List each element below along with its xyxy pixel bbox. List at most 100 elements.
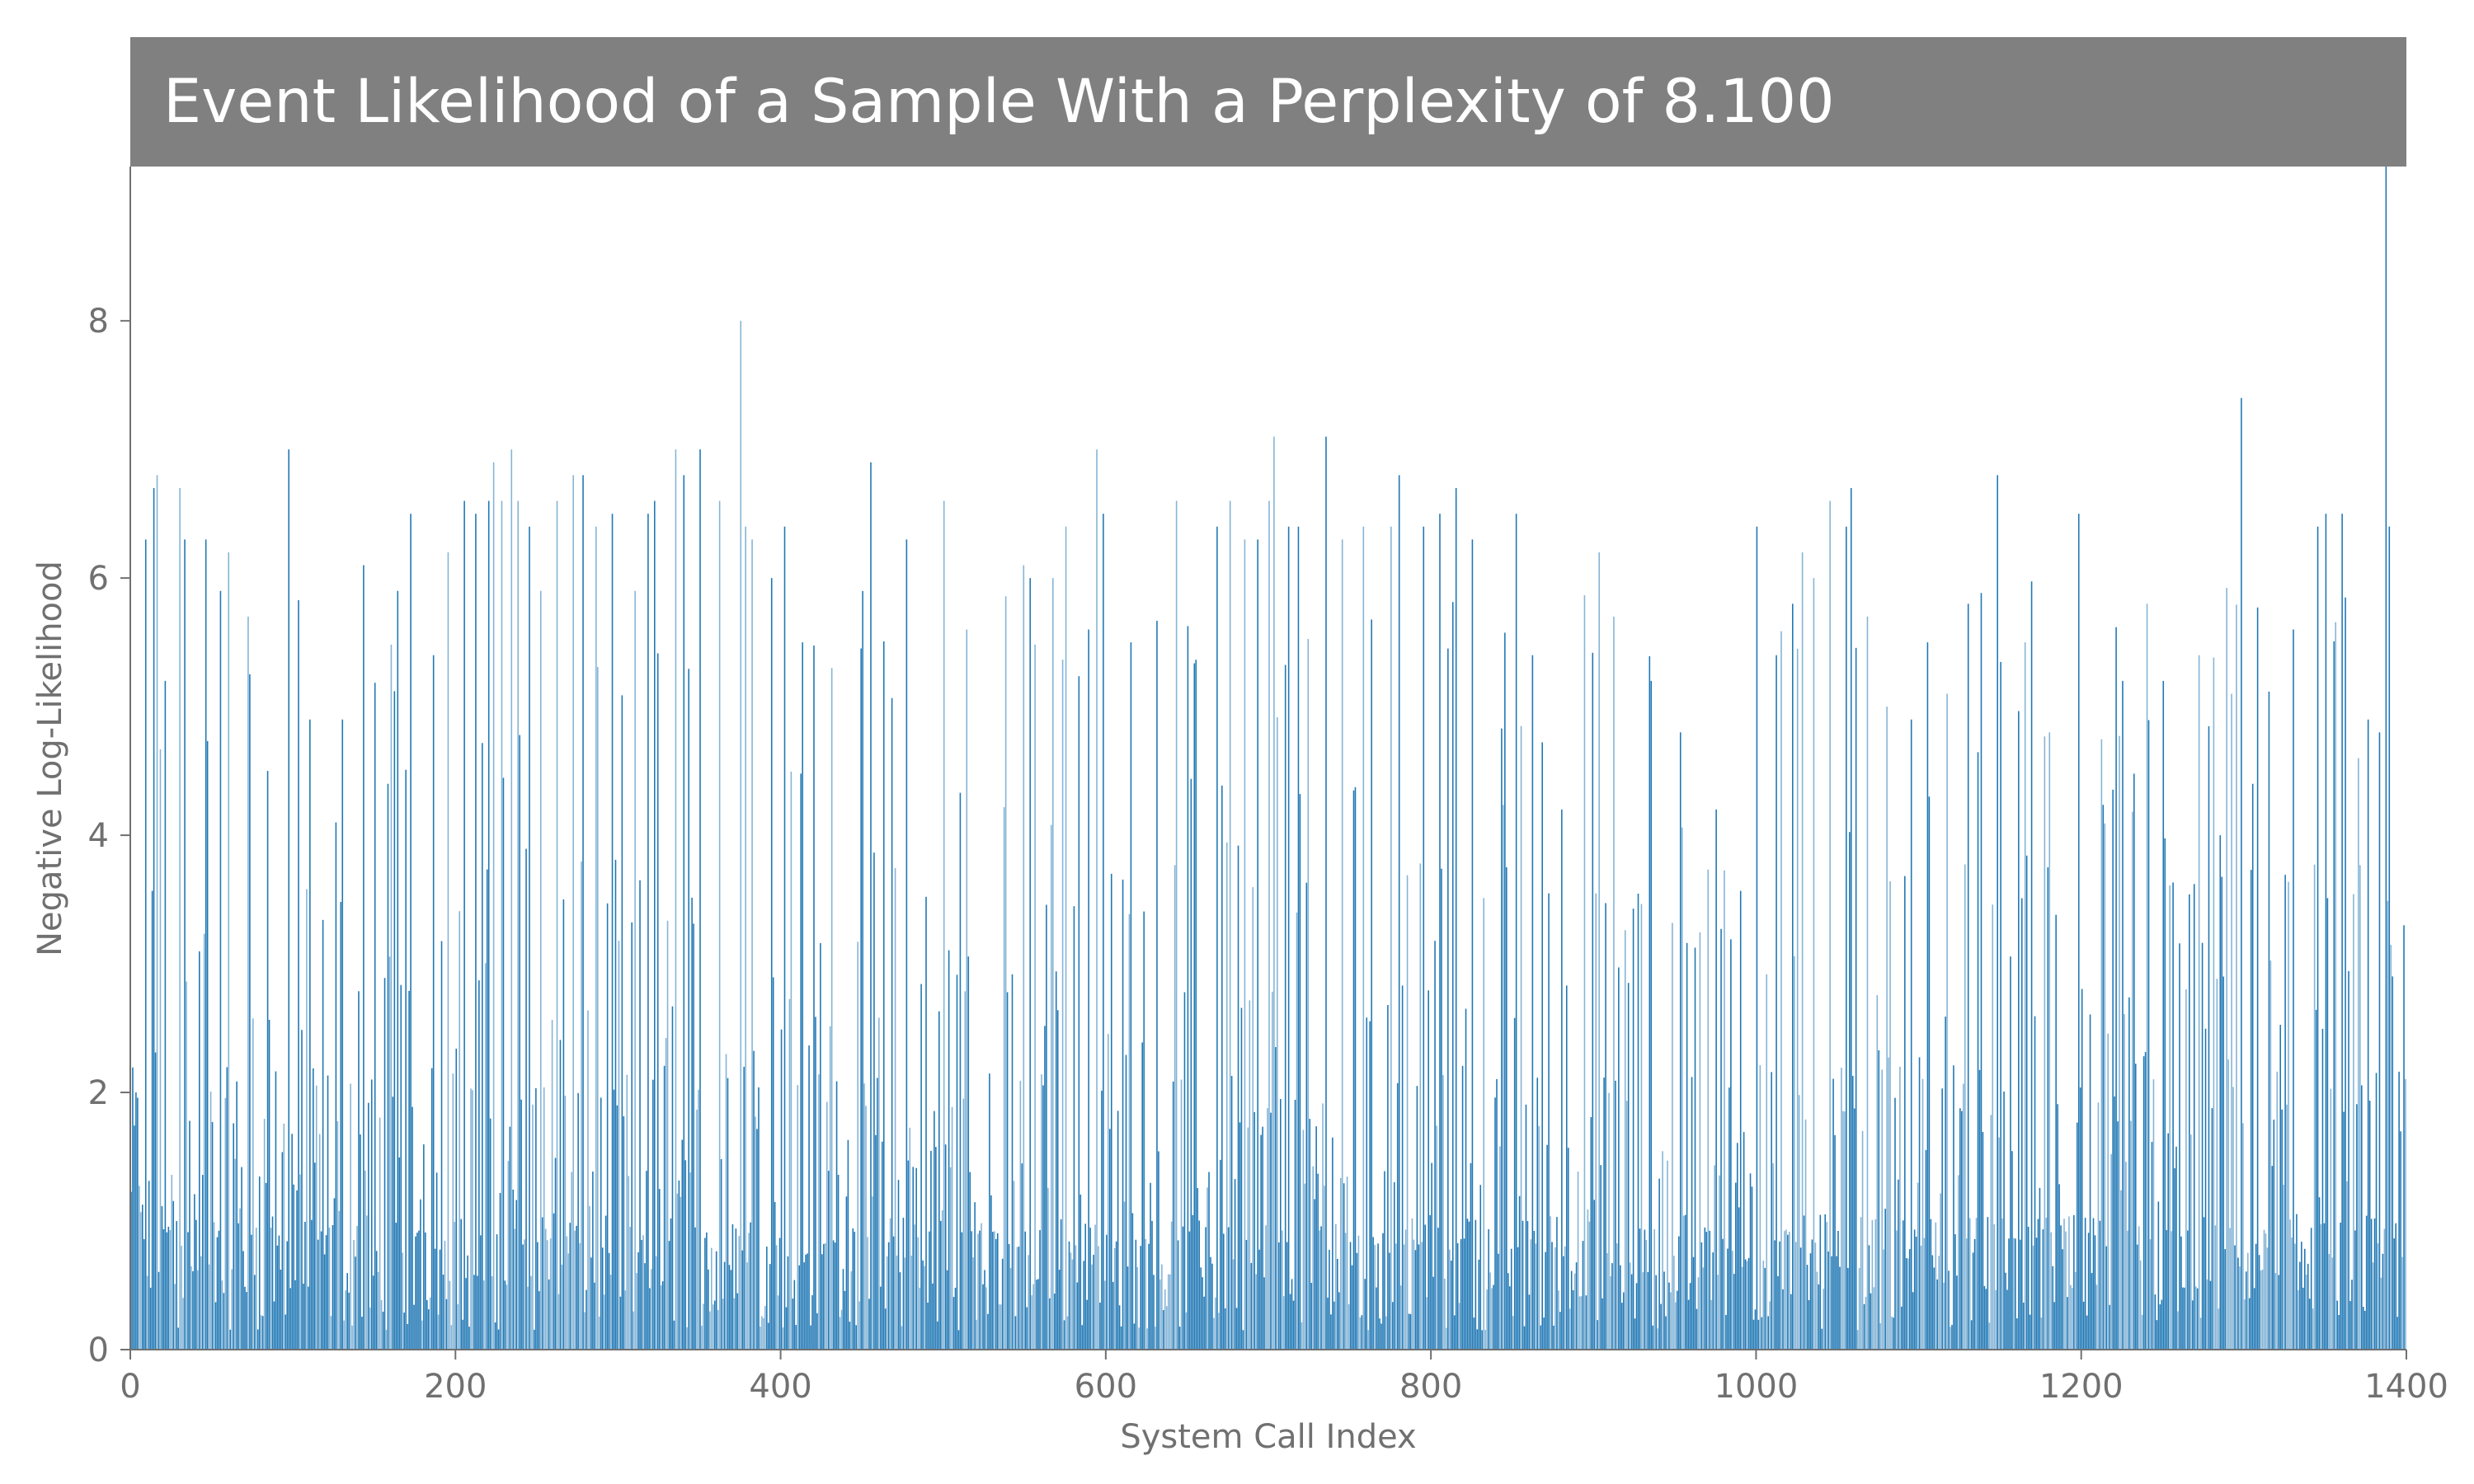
- bar: [1624, 930, 1626, 1350]
- bar: [1229, 500, 1231, 1350]
- bar: [2139, 1260, 2142, 1350]
- bar: [501, 500, 503, 1350]
- bar: [1268, 500, 1270, 1350]
- bar: [135, 1092, 137, 1350]
- bar: [2020, 898, 2023, 1350]
- bar: [541, 1217, 543, 1350]
- bar: [2266, 1247, 2269, 1350]
- bar: [2237, 1257, 2239, 1350]
- bar: [226, 1067, 228, 1350]
- bar: [2138, 1226, 2140, 1350]
- bar: [961, 1232, 963, 1350]
- bar: [149, 1287, 152, 1350]
- bar: [195, 1219, 197, 1350]
- bar: [1188, 1231, 1191, 1350]
- bar: [1244, 539, 1246, 1350]
- bar: [1873, 1287, 1875, 1350]
- bar: [713, 1300, 716, 1350]
- bar: [211, 1121, 214, 1350]
- bar: [1442, 1075, 1444, 1350]
- bar: [2356, 1104, 2358, 1350]
- bar: [2367, 719, 2369, 1350]
- bar: [745, 526, 746, 1350]
- bar: [1416, 1086, 1418, 1350]
- bar: [1079, 1194, 1082, 1350]
- bar: [482, 743, 483, 1350]
- bar: [2042, 1229, 2044, 1350]
- bar: [2092, 1218, 2095, 1350]
- bar: [852, 1228, 854, 1350]
- bar: [1294, 1099, 1296, 1350]
- bar: [1297, 526, 1300, 1350]
- bar: [1070, 1252, 1072, 1350]
- bar: [1605, 903, 1606, 1350]
- bar: [333, 1198, 336, 1350]
- bar: [1772, 1162, 1774, 1350]
- bar: [904, 1257, 906, 1350]
- bar: [597, 667, 599, 1350]
- bar: [132, 1067, 134, 1350]
- bar: [743, 1066, 745, 1350]
- bar: [221, 1280, 223, 1350]
- bar: [1395, 1243, 1397, 1350]
- bar: [1837, 1231, 1839, 1350]
- bar: [2227, 1059, 2229, 1350]
- bar: [1870, 1293, 1872, 1350]
- bar: [1432, 1276, 1434, 1350]
- bar: [506, 1284, 508, 1350]
- bar: [2286, 1104, 2288, 1350]
- bar: [1366, 1017, 1368, 1350]
- bar: [693, 923, 694, 1350]
- bar: [472, 1090, 473, 1350]
- bar: [1977, 752, 1979, 1350]
- bar: [2293, 629, 2294, 1350]
- y-tick-label: 6: [88, 560, 109, 598]
- bar: [299, 1174, 301, 1350]
- bar: [540, 590, 542, 1350]
- bar: [510, 449, 513, 1350]
- bar: [2119, 735, 2120, 1350]
- bar: [2377, 1243, 2379, 1350]
- bar: [676, 1193, 679, 1350]
- bar: [2359, 865, 2361, 1350]
- bar: [2198, 655, 2200, 1350]
- bar: [2335, 622, 2337, 1350]
- bar: [1790, 1294, 1792, 1350]
- bar: [1548, 893, 1550, 1350]
- bar: [1155, 1327, 1156, 1350]
- bar: [1749, 1173, 1752, 1350]
- bar: [444, 1240, 446, 1350]
- bar: [1491, 1288, 1493, 1350]
- bar: [1736, 1143, 1738, 1350]
- bar: [1724, 870, 1725, 1350]
- bar: [1779, 1241, 1780, 1350]
- bar: [2343, 1111, 2345, 1350]
- bar: [766, 1247, 768, 1350]
- bar: [691, 897, 693, 1350]
- bar: [835, 1081, 838, 1350]
- bar: [1603, 1078, 1605, 1350]
- bar: [902, 1218, 905, 1350]
- bar: [2349, 1301, 2351, 1350]
- bar: [2318, 1197, 2321, 1350]
- bar: [1170, 1221, 1173, 1350]
- bar: [949, 1167, 952, 1350]
- bar: [2218, 1308, 2220, 1350]
- bar: [1530, 1239, 1532, 1350]
- bar: [887, 1242, 890, 1350]
- bar: [1439, 514, 1441, 1350]
- bar: [1146, 1328, 1148, 1350]
- bar: [1131, 1213, 1134, 1350]
- bar: [777, 1295, 779, 1350]
- bar: [924, 1266, 925, 1350]
- bar: [1291, 1279, 1293, 1350]
- bar: [1615, 1080, 1616, 1350]
- bar: [463, 500, 465, 1350]
- bar: [2114, 1096, 2115, 1350]
- bar: [420, 1199, 421, 1350]
- bar: [1380, 1323, 1382, 1350]
- bar: [2072, 1288, 2073, 1350]
- bar: [1597, 1320, 1599, 1350]
- bar: [1169, 1274, 1171, 1350]
